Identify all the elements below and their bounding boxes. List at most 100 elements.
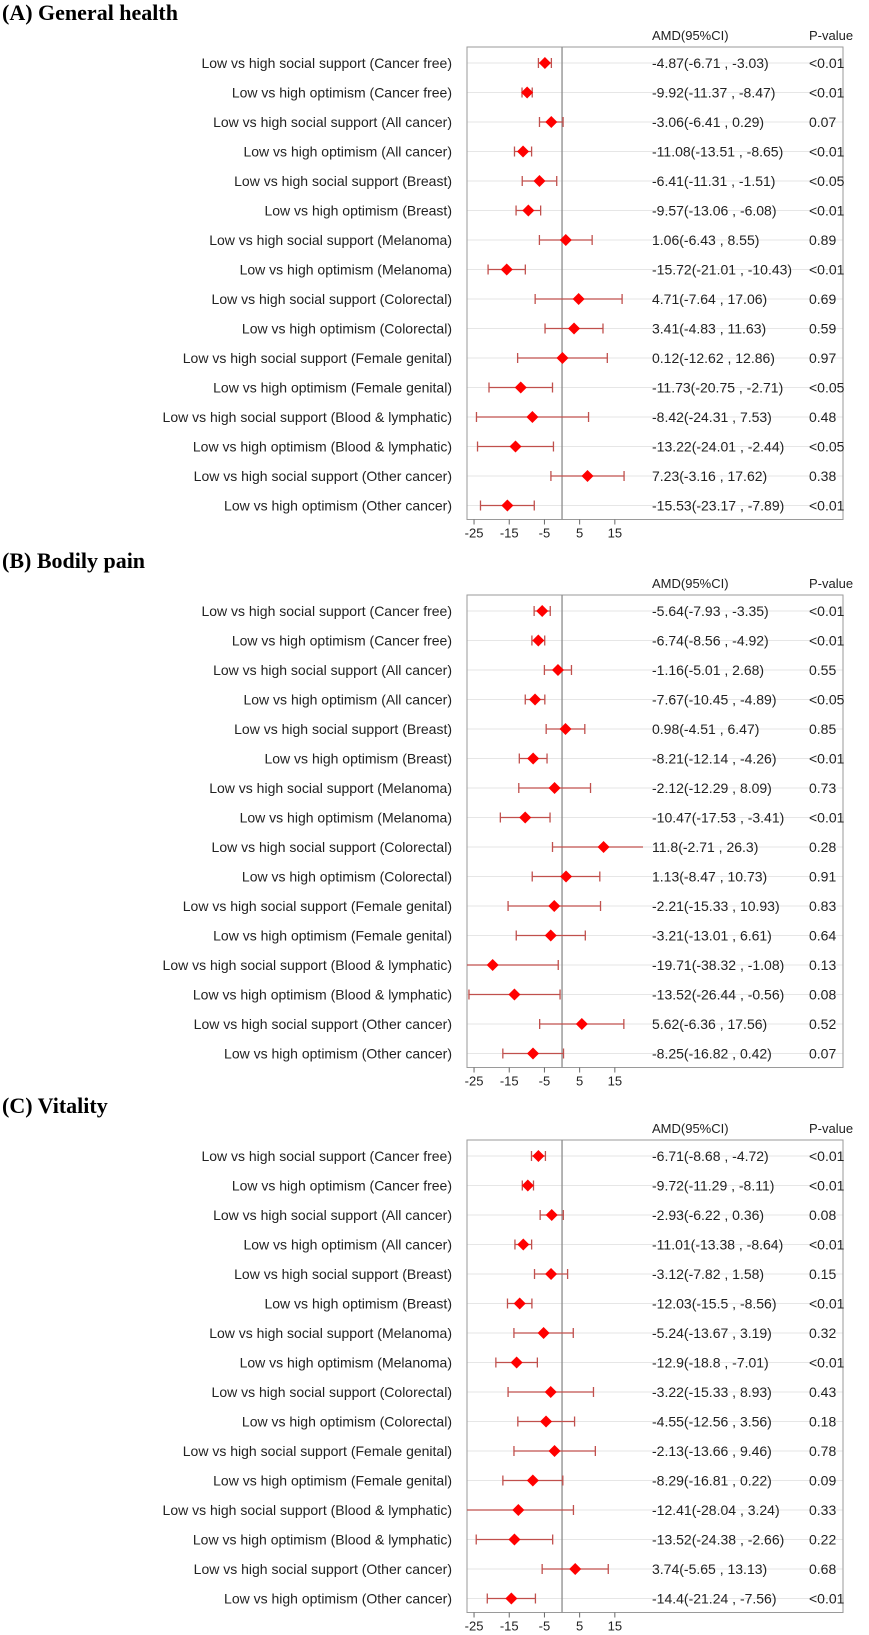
forest-plot-a: AMD(95%CI) P-value -25 -15 -5 5 15 Low vs high … xyxy=(163,28,854,541)
p-value-text: 0.78 xyxy=(809,1443,836,1459)
estimate-marker xyxy=(545,116,558,128)
estimate-marker xyxy=(532,634,545,647)
x-tick-label: -15 xyxy=(500,526,519,541)
estimate-ci-text: -1.16(-5.01 , 2.68) xyxy=(652,662,764,678)
row-label: Low vs high optimism (Cancer free) xyxy=(232,1178,452,1194)
estimate-marker xyxy=(559,723,572,735)
p-value-text: <0.01 xyxy=(809,498,845,514)
row-label: Low vs high optimism (All cancer) xyxy=(243,692,452,708)
panel-title: (B) Bodily pain xyxy=(2,548,145,574)
x-tick-label: -5 xyxy=(539,1619,551,1634)
estimate-marker xyxy=(536,605,549,617)
p-value-text: 0.68 xyxy=(809,1561,836,1577)
p-value-text: 0.33 xyxy=(809,1502,836,1518)
x-tick-label: -5 xyxy=(539,526,551,541)
estimate-ci-text: -3.06(-6.41 , 0.29) xyxy=(652,114,764,130)
p-value-text: 0.59 xyxy=(809,321,836,337)
row-label: Low vs high social support (All cancer) xyxy=(213,114,452,130)
panel-title-text: General health xyxy=(38,0,178,25)
row-label: Low vs high social support (Melanoma) xyxy=(209,1325,452,1341)
estimate-ci-text: 5.62(-6.36 , 17.56) xyxy=(652,1016,767,1032)
p-value-text: 0.91 xyxy=(809,869,836,885)
x-tick-label: -25 xyxy=(465,1619,484,1634)
p-value-text: 0.07 xyxy=(809,1046,836,1062)
x-tick-label: -15 xyxy=(500,1619,519,1634)
estimate-marker xyxy=(538,57,551,69)
row-label: Low vs high optimism (Colorectal) xyxy=(242,1414,452,1430)
row-label: Low vs high social support (Colorectal) xyxy=(212,1384,452,1400)
estimate-column-header: AMD(95%CI) xyxy=(652,576,729,591)
estimate-ci-text: -8.42(-24.31 , 7.53) xyxy=(652,409,772,425)
row-label: Low vs high social support (Cancer free) xyxy=(201,1148,452,1164)
row-label: Low vs high optimism (Melanoma) xyxy=(240,262,452,278)
p-value-text: 0.38 xyxy=(809,468,836,484)
estimate-marker xyxy=(505,1592,518,1605)
estimate-marker xyxy=(509,440,522,453)
estimate-marker xyxy=(529,693,542,706)
row-label: Low vs high optimism (Breast) xyxy=(264,751,452,767)
panel-title-text: Vitality xyxy=(37,1093,108,1118)
estimate-marker xyxy=(513,1297,526,1310)
p-value-text: <0.01 xyxy=(809,144,845,160)
estimate-marker xyxy=(510,1356,523,1369)
row-label: Low vs high social support (Other cancer… xyxy=(194,1561,452,1577)
estimate-marker xyxy=(569,1563,582,1575)
x-tick-label: -15 xyxy=(500,1074,519,1089)
row-label: Low vs high optimism (Colorectal) xyxy=(242,869,452,885)
x-tick-label: 5 xyxy=(576,526,583,541)
estimate-marker xyxy=(548,900,561,912)
estimate-marker xyxy=(512,1504,525,1516)
estimate-ci-text: -8.29(-16.81 , 0.22) xyxy=(652,1473,772,1489)
estimate-marker xyxy=(514,381,527,394)
panel-c: (C) Vitality AMD(95%CI) P-value -25 -15 -5 5 1… xyxy=(0,1093,869,1635)
row-label: Low vs high optimism (Female genital) xyxy=(213,1473,452,1489)
estimate-marker xyxy=(537,1327,550,1339)
row-label: Low vs high social support (Female genit… xyxy=(183,1443,452,1459)
p-value-text: <0.01 xyxy=(809,751,845,767)
estimate-marker xyxy=(556,352,569,364)
estimate-ci-text: -15.53(-23.17 , -7.89) xyxy=(652,498,784,514)
estimate-marker xyxy=(521,1179,534,1192)
estimate-marker xyxy=(519,811,532,824)
row-label: Low vs high social support (Colorectal) xyxy=(212,291,452,307)
row-label: Low vs high optimism (Blood & lymphatic) xyxy=(193,987,452,1003)
p-value-text: <0.01 xyxy=(809,1148,845,1164)
estimate-marker xyxy=(545,1209,558,1221)
row-label: Low vs high social support (Melanoma) xyxy=(209,232,452,248)
p-value-column-header: P-value xyxy=(809,576,853,591)
row-label: Low vs high social support (Female genit… xyxy=(183,350,452,366)
row-label: Low vs high social support (Melanoma) xyxy=(209,780,452,796)
estimate-ci-text: -3.22(-15.33 , 8.93) xyxy=(652,1384,772,1400)
estimate-ci-text: -12.03(-15.5 , -8.56) xyxy=(652,1296,777,1312)
plot-frame xyxy=(466,1139,844,1613)
estimate-ci-text: -14.4(-21.24 , -7.56) xyxy=(652,1591,777,1607)
row-label: Low vs high optimism (Female genital) xyxy=(213,380,452,396)
estimate-marker xyxy=(522,204,535,217)
row-label: Low vs high optimism (Female genital) xyxy=(213,928,452,944)
x-tick-label: -25 xyxy=(465,526,484,541)
p-value-text: 0.64 xyxy=(809,928,836,944)
plot-frame xyxy=(466,46,844,520)
panel-label: (A) xyxy=(2,0,33,25)
row-label: Low vs high optimism (All cancer) xyxy=(243,144,452,160)
estimate-marker xyxy=(575,1018,588,1030)
row-label: Low vs high social support (Cancer free) xyxy=(201,603,452,619)
p-value-text: 0.07 xyxy=(809,114,836,130)
p-value-text: <0.05 xyxy=(809,692,845,708)
estimate-marker xyxy=(521,86,534,99)
p-value-text: 0.32 xyxy=(809,1325,836,1341)
estimate-marker xyxy=(548,1445,561,1457)
row-label: Low vs high social support (Cancer free) xyxy=(201,55,452,71)
estimate-ci-text: -13.22(-24.01 , -2.44) xyxy=(652,439,784,455)
row-label: Low vs high optimism (Other cancer) xyxy=(224,1591,452,1607)
p-value-text: <0.01 xyxy=(809,603,845,619)
p-value-text: 0.13 xyxy=(809,957,836,973)
estimate-ci-text: 3.41(-4.83 , 11.63) xyxy=(652,321,766,337)
estimate-marker xyxy=(526,1474,539,1487)
estimate-marker xyxy=(517,1238,530,1251)
forest-plot-c: AMD(95%CI) P-value -25 -15 -5 5 15 Low vs high … xyxy=(163,1121,854,1634)
row-label: Low vs high optimism (Other cancer) xyxy=(224,498,452,514)
p-value-text: 0.18 xyxy=(809,1414,836,1430)
row-label: Low vs high social support (Blood & lymp… xyxy=(163,957,452,973)
estimate-ci-text: -8.25(-16.82 , 0.42) xyxy=(652,1046,772,1062)
